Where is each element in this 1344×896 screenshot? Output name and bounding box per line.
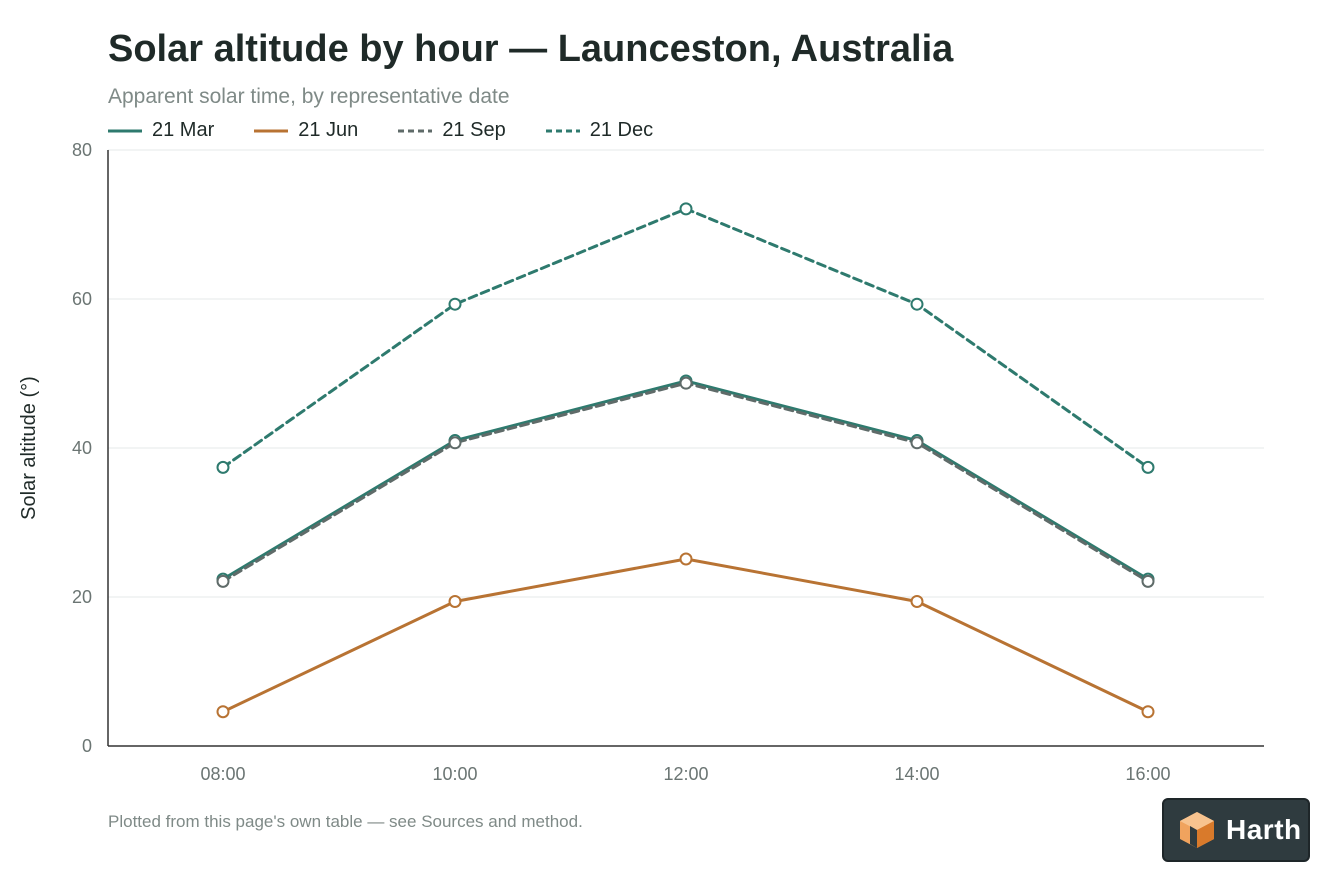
data-point	[910, 594, 924, 608]
legend-label: 21 Mar	[152, 119, 215, 141]
data-point	[216, 460, 230, 474]
chart-title: Solar altitude by hour — Launceston, Aus…	[108, 28, 954, 70]
x-tick-label: 10:00	[432, 764, 477, 784]
x-tick-label: 14:00	[894, 764, 939, 784]
legend-label: 21 Dec	[589, 119, 654, 141]
x-tick-label: 12:00	[663, 764, 708, 784]
data-point	[448, 594, 462, 608]
legend-swatch	[108, 129, 142, 132]
data-point	[216, 705, 230, 719]
legend-item: 21 Sep	[398, 119, 506, 142]
data-point	[679, 202, 693, 216]
data-point	[910, 297, 924, 311]
line-chart: 0 20 40 60 80 08:00 10:00 12:00 14:00 16:00 Solar …	[18, 140, 1264, 784]
data-point	[448, 297, 462, 311]
data-point	[1141, 460, 1155, 474]
y-tick-label: 0	[82, 736, 92, 756]
legend-swatch	[254, 129, 289, 132]
data-point	[1141, 574, 1155, 588]
legend-item: 21 Mar	[108, 119, 214, 142]
chart-subtitle: Apparent solar time, by representative d…	[108, 85, 510, 108]
x-tick-label: 16:00	[1125, 764, 1170, 784]
harth-logo-icon	[1180, 812, 1214, 848]
x-tick-label: 08:00	[200, 764, 245, 784]
legend-item: 21 Jun	[254, 119, 358, 142]
series-line-21-jun	[221, 557, 1150, 714]
y-axis-label: Solar altitude (°)	[18, 376, 40, 520]
legend-swatch	[398, 129, 433, 132]
data-point	[679, 376, 693, 390]
y-tick-label: 80	[72, 140, 92, 160]
legend-label: 21 Sep	[442, 119, 506, 141]
data-point	[448, 436, 462, 450]
badge-label: Harth	[1226, 814, 1302, 845]
data-point	[679, 552, 693, 566]
data-point	[1141, 705, 1155, 719]
chart-legend: 21 Mar 21 Jun 21 Sep 21 Dec	[108, 119, 693, 142]
data-point	[910, 436, 924, 450]
series-line-21-sep	[221, 381, 1150, 583]
y-tick-label: 60	[72, 289, 92, 309]
legend-swatch	[545, 129, 580, 132]
footnote: Plotted from this page's own table — see…	[108, 812, 583, 831]
legend-item: 21 Dec	[545, 119, 654, 142]
legend-label: 21 Jun	[298, 119, 359, 141]
data-point	[216, 574, 230, 588]
series-line-21-mar	[221, 379, 1150, 581]
series-line-21-dec	[221, 207, 1150, 469]
y-tick-label: 40	[72, 438, 92, 458]
harth-badge[interactable]: Harth	[1162, 798, 1310, 862]
y-tick-label: 20	[72, 587, 92, 607]
